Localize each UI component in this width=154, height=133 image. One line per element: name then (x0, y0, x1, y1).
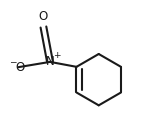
Text: −: − (9, 57, 17, 66)
Text: O: O (15, 61, 24, 74)
Text: N: N (46, 55, 54, 68)
Text: +: + (53, 51, 61, 61)
Text: O: O (39, 10, 48, 23)
